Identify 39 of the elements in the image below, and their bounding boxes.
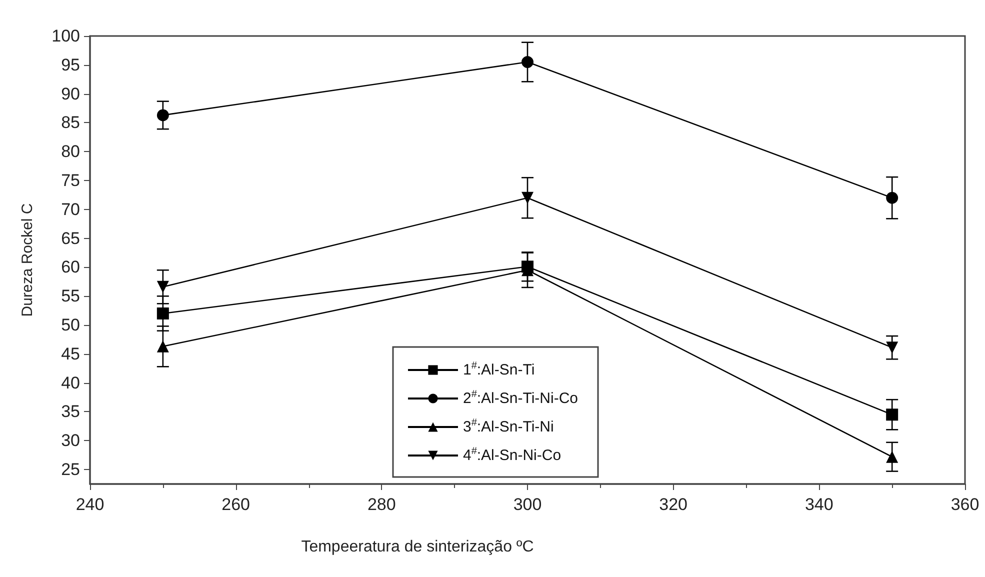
- y-tick-label: 80: [61, 142, 80, 162]
- point: [156, 307, 169, 320]
- point: [886, 192, 898, 204]
- legend-label: 4#:Al-Sn-Ni-Co: [462, 446, 562, 464]
- y-tick-label: 100: [52, 26, 80, 46]
- x-axis-title: Tempeeratura de sinterização ºC: [301, 538, 534, 556]
- point: [156, 280, 169, 293]
- point: [886, 342, 898, 354]
- x-tick-label: 340: [804, 495, 834, 514]
- legend-label: 1#:Al-Sn-Ti: [462, 360, 535, 378]
- y-tick-label: 90: [61, 84, 80, 104]
- x-tick-label: 260: [222, 495, 250, 514]
- point: [886, 408, 898, 421]
- y-tick-label: 30: [61, 431, 80, 450]
- y-tick-label: 75: [61, 171, 80, 190]
- y-tick-label: 55: [61, 286, 80, 306]
- y-tick-label: 50: [61, 316, 80, 335]
- x-tick-label: 300: [513, 495, 542, 514]
- point: [156, 109, 169, 122]
- y-tick-label: 65: [61, 228, 80, 248]
- x-tick-label: 280: [367, 495, 396, 514]
- y-tick-label: 60: [61, 258, 80, 277]
- y-tick-label: 70: [61, 200, 80, 219]
- point: [522, 56, 534, 68]
- legend-label: 3#:Al-Sn-Ti-Ni: [462, 418, 554, 436]
- point: [522, 192, 534, 204]
- point: [156, 340, 169, 352]
- x-tick-label: 320: [659, 495, 688, 514]
- y-tick-label: 45: [61, 344, 80, 364]
- y-tick-label: 40: [61, 373, 80, 392]
- y-tick-label: 35: [61, 402, 80, 422]
- y-axis-title: Dureza Rockel C: [19, 203, 36, 317]
- legend-label: 2#:Al-Sn-Ti-Ni-Co: [462, 389, 578, 407]
- x-tick-label: 240: [76, 495, 104, 514]
- y-tick-label: 25: [61, 460, 80, 480]
- point: [886, 450, 898, 463]
- x-tick-label: 360: [950, 495, 980, 514]
- y-tick-label: 85: [61, 113, 80, 132]
- y-tick-label: 95: [61, 55, 80, 74]
